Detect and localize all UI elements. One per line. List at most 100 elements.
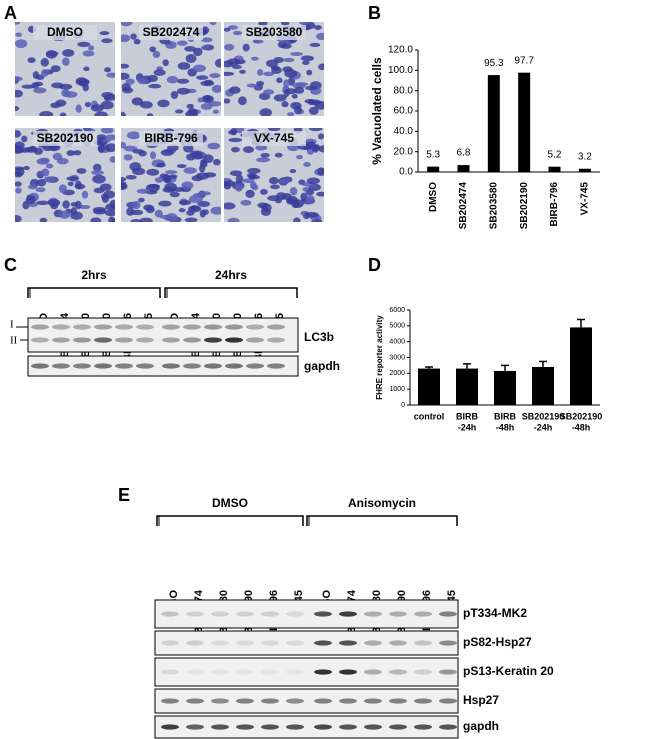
cell	[227, 217, 240, 222]
band	[267, 337, 285, 343]
cell	[185, 54, 197, 63]
cell	[229, 86, 241, 94]
cell	[305, 85, 318, 91]
band	[161, 611, 179, 617]
band	[31, 324, 49, 330]
cell	[101, 38, 113, 44]
y-tick-label: 5000	[389, 323, 405, 330]
cell	[281, 101, 289, 108]
blot-label: gapdh	[463, 719, 499, 733]
cell	[45, 163, 54, 169]
label-bg	[139, 25, 203, 40]
y-tick-label: 120.0	[388, 45, 413, 56]
cells	[15, 128, 115, 222]
x-tick-label: BIRB	[494, 411, 516, 421]
label-bg	[139, 131, 203, 146]
cell	[240, 199, 252, 206]
cell	[183, 167, 197, 174]
panel-label: D	[368, 255, 381, 275]
cell	[104, 209, 115, 217]
value-label: 97.7	[514, 55, 534, 66]
cell	[224, 180, 236, 187]
blot-label: gapdh	[304, 359, 340, 373]
bar	[487, 75, 500, 172]
cell	[309, 128, 323, 132]
cell	[258, 92, 271, 101]
cell	[79, 204, 91, 210]
band	[186, 611, 204, 617]
cell	[36, 179, 47, 187]
cell	[15, 130, 22, 138]
x-tick-label: -48h	[572, 422, 591, 432]
x-tick-label: VX-745	[579, 182, 590, 216]
group-label: 2hrs	[81, 268, 107, 282]
group-label: Anisomycin	[348, 496, 416, 510]
blot-label: pS13-Keratin 20	[463, 664, 554, 678]
band	[162, 363, 180, 369]
band	[364, 724, 382, 730]
cell	[169, 191, 180, 198]
cell	[15, 89, 23, 98]
x-tick-label: -24h	[458, 422, 477, 432]
label-bg	[33, 131, 97, 146]
cell	[15, 32, 23, 38]
value-label: 6.8	[457, 148, 471, 159]
cell	[62, 49, 75, 57]
cell	[308, 106, 319, 115]
panel-label: C	[4, 255, 17, 275]
band	[414, 611, 432, 617]
cell	[15, 22, 21, 25]
band	[161, 669, 179, 675]
band	[225, 363, 243, 369]
cell	[66, 150, 76, 156]
band-label: I	[10, 319, 14, 331]
cell	[148, 83, 162, 89]
cell	[76, 168, 87, 174]
cell	[125, 174, 137, 180]
cell	[273, 94, 287, 102]
x-tick-label: SB202190	[560, 411, 603, 421]
cell	[259, 108, 272, 116]
cell	[165, 212, 178, 222]
band	[389, 640, 407, 646]
cell	[39, 157, 50, 164]
cell	[138, 150, 147, 157]
value-label: 3.2	[578, 151, 592, 162]
panel-label: E	[118, 485, 130, 505]
band	[286, 698, 304, 704]
x-tick-label: SB202190	[519, 182, 530, 230]
cell	[242, 146, 255, 153]
cell	[224, 98, 231, 104]
band	[314, 640, 332, 646]
cell	[70, 207, 78, 215]
band	[339, 698, 357, 704]
cell	[94, 111, 108, 116]
band	[94, 324, 112, 330]
band	[115, 324, 133, 330]
cell	[235, 184, 243, 192]
cell	[186, 103, 194, 109]
cell	[260, 152, 270, 158]
cell	[226, 58, 241, 66]
cell	[203, 95, 212, 102]
image-label: BIRB-796	[144, 131, 198, 145]
blot	[154, 630, 459, 656]
cell	[147, 74, 158, 83]
band	[246, 363, 264, 369]
cell	[15, 39, 28, 49]
cell	[271, 66, 282, 74]
cell	[104, 67, 112, 73]
cell	[77, 41, 91, 47]
band	[414, 724, 432, 730]
cell	[88, 45, 95, 51]
x-tick-label: control	[414, 411, 445, 421]
cell	[212, 109, 220, 114]
cell	[251, 56, 259, 61]
cells	[121, 22, 221, 116]
cell	[252, 39, 264, 44]
cell	[166, 76, 179, 84]
band	[236, 669, 254, 675]
cell	[70, 202, 79, 207]
cell	[263, 71, 275, 77]
cell	[167, 144, 179, 152]
